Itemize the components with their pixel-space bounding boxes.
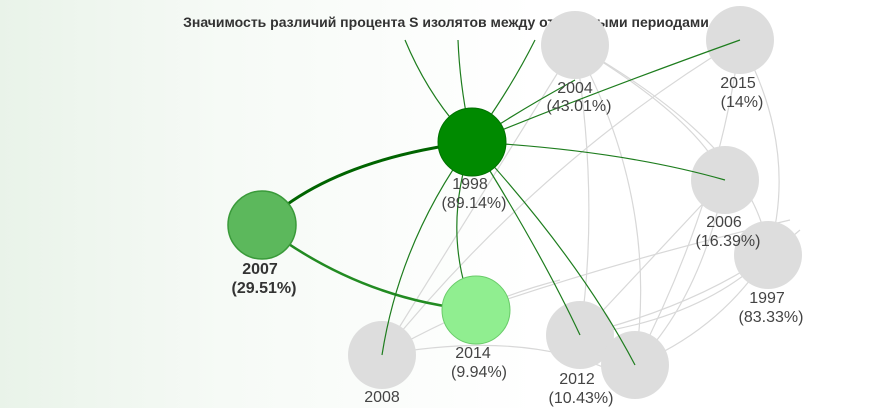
- label-2008-year: 2008: [364, 389, 400, 406]
- edge-1998-unknown: [471, 141, 636, 366]
- node-2004: [541, 11, 609, 79]
- label-2014-pct: (9.94%): [451, 364, 507, 381]
- edge: [574, 44, 642, 366]
- label-2006-pct: (16.39%): [696, 233, 761, 250]
- edge-1998-2015: [471, 39, 741, 143]
- label-2012-year: 2012: [559, 371, 595, 388]
- edge: [574, 44, 590, 336]
- node-2007: [227, 190, 297, 260]
- label-2012-pct: (10.43%): [549, 390, 614, 407]
- label-2015-year: 2015: [720, 75, 756, 92]
- edge-1998-2006: [471, 141, 726, 181]
- label-2006-year: 2006: [706, 214, 742, 231]
- label-2004-pct: (43.01%): [547, 98, 612, 115]
- node-1998: [437, 107, 507, 177]
- label-1997-pct: (83.33%): [739, 309, 804, 326]
- label-2015-pct: (14%): [721, 94, 764, 111]
- node-labels: 2004 (43.01%) 2015 (14%) 1998 (89.14%) 2…: [232, 75, 804, 407]
- label-2014-year: 2014: [455, 345, 491, 362]
- label-2004-year: 2004: [557, 80, 593, 97]
- label-1998-year: 1998: [452, 176, 488, 193]
- node-1997: [734, 221, 802, 289]
- edge: [381, 44, 576, 356]
- label-1998-pct: (89.14%): [442, 195, 507, 212]
- green-nodes: [227, 107, 511, 345]
- label-2007-year: 2007: [242, 261, 278, 278]
- node-2014: [441, 275, 511, 345]
- label-2007-pct: (29.51%): [232, 280, 297, 297]
- edge: [579, 179, 726, 336]
- label-1997-year: 1997: [749, 290, 785, 307]
